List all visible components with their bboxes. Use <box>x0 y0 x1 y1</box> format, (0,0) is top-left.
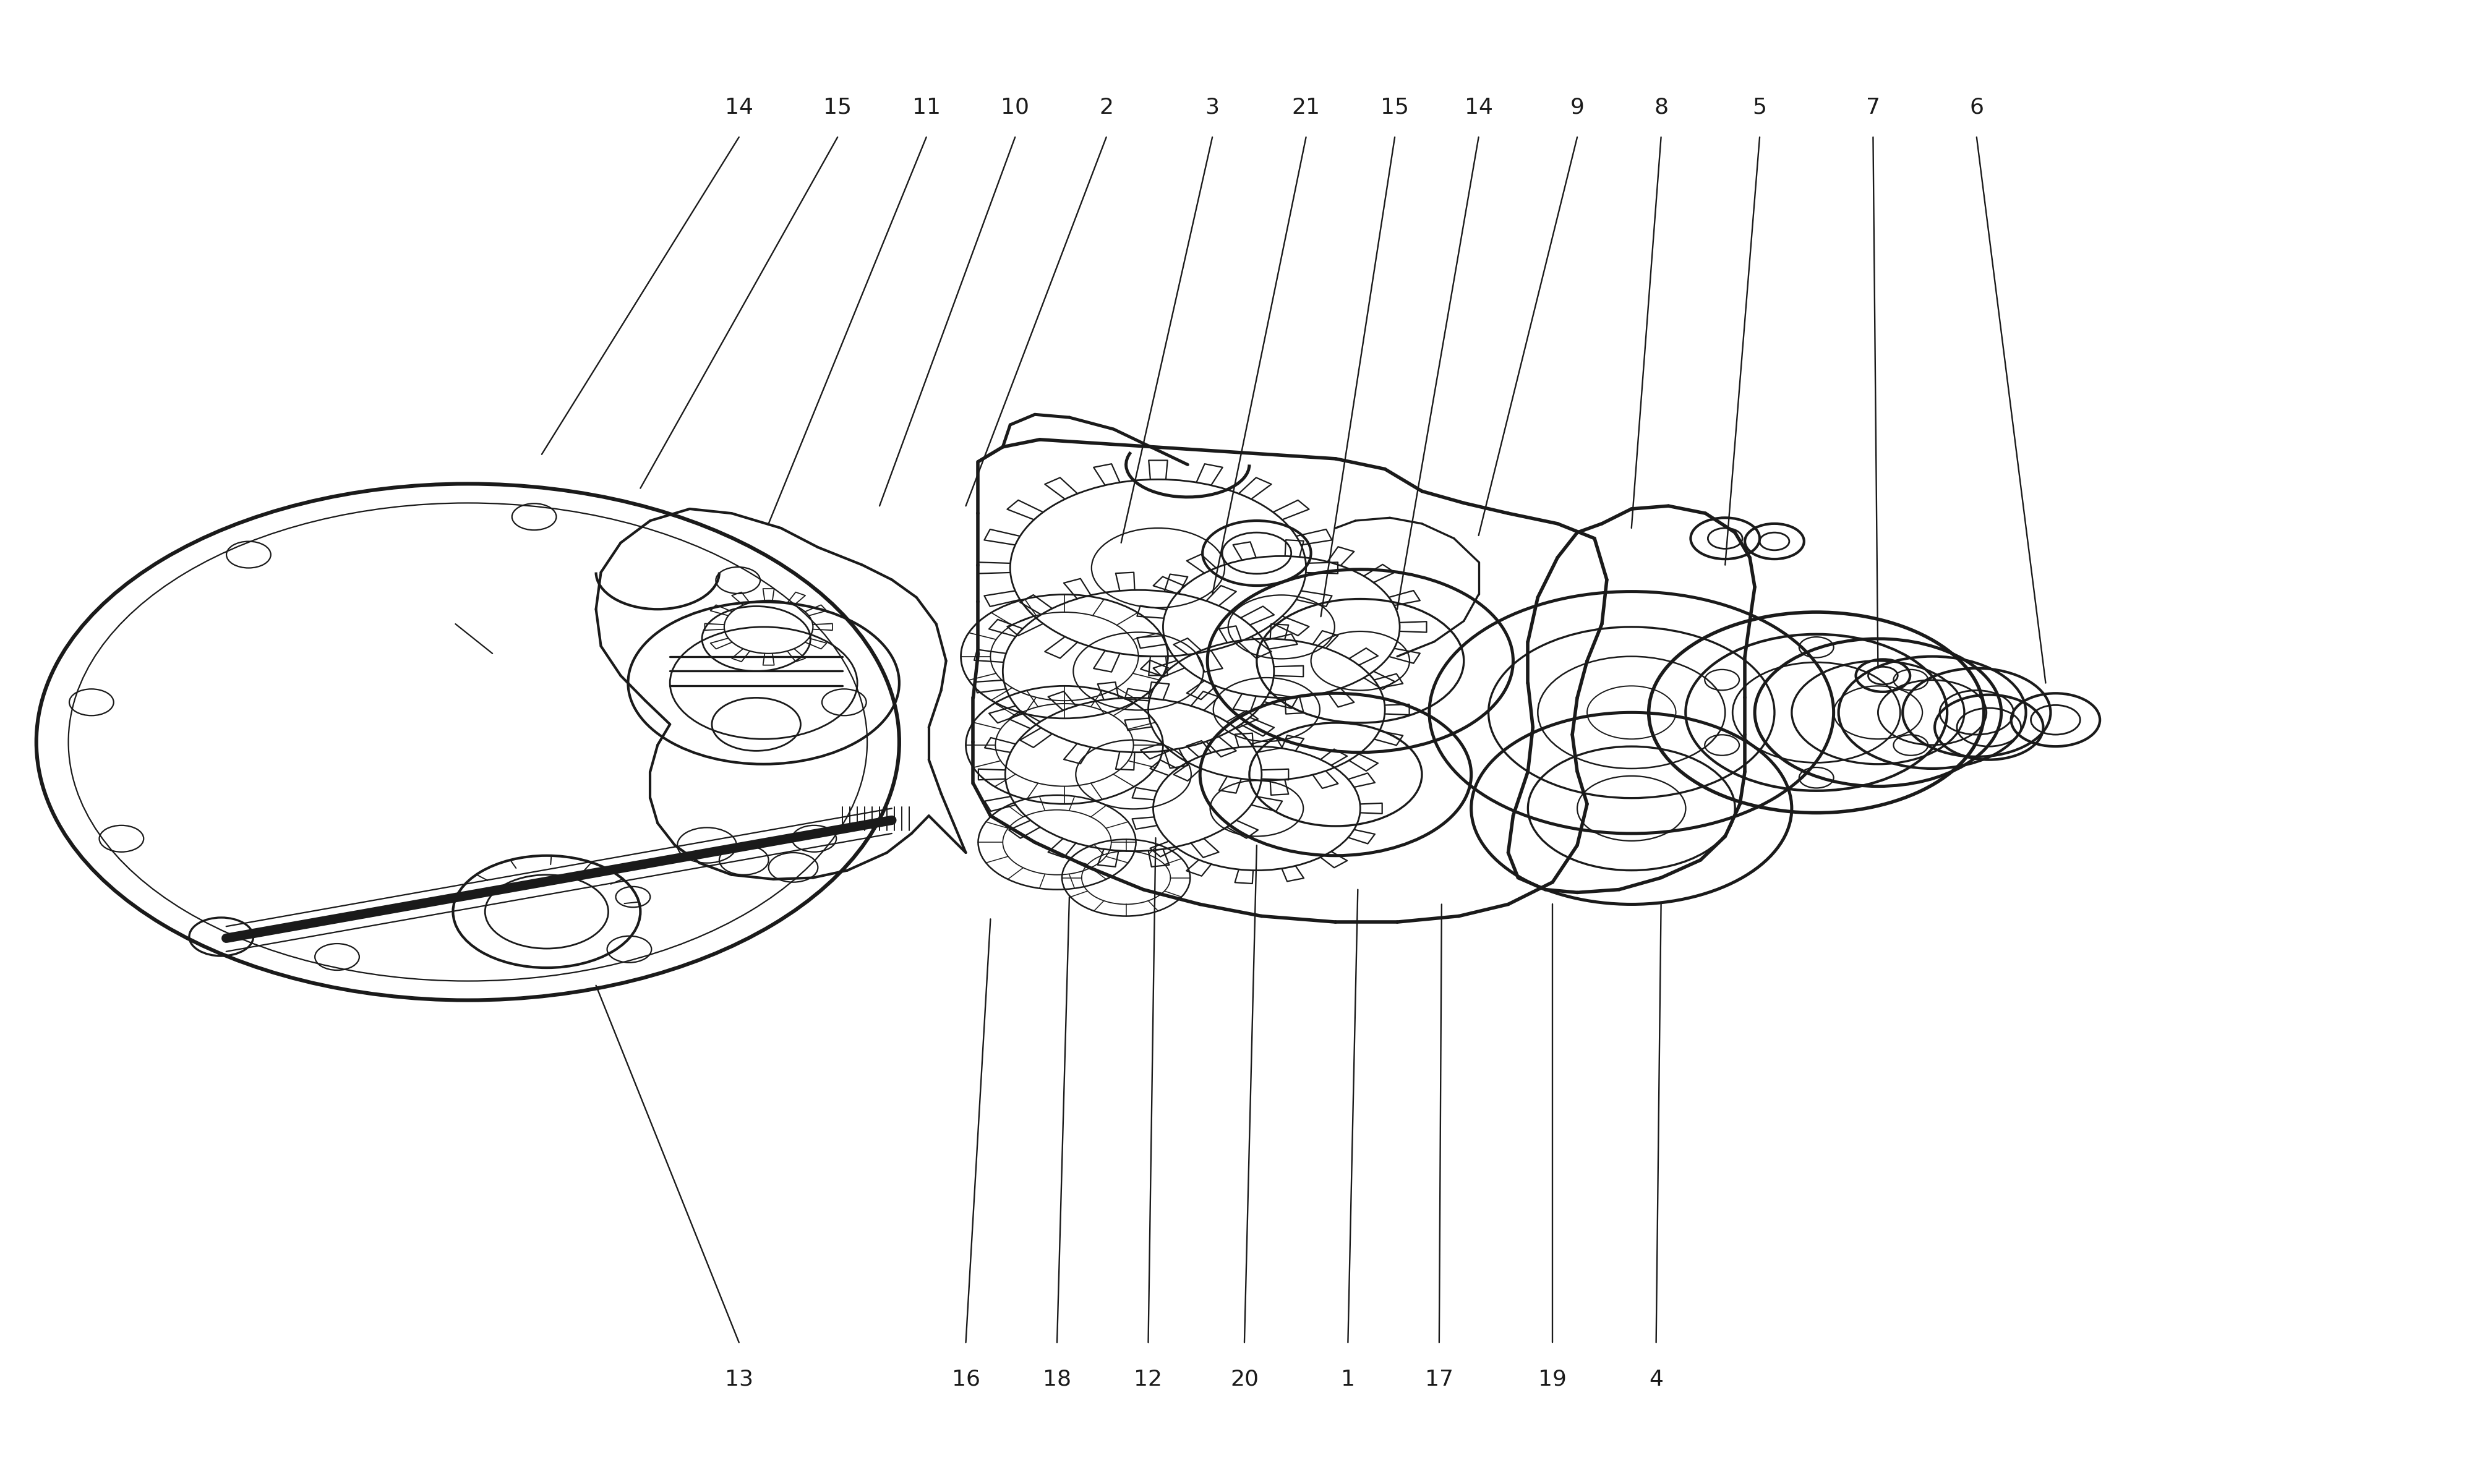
Text: 7: 7 <box>1865 96 1880 119</box>
Text: 5: 5 <box>1752 96 1766 119</box>
Text: 18: 18 <box>1042 1368 1071 1391</box>
Text: 15: 15 <box>824 96 851 119</box>
Text: 14: 14 <box>725 96 752 119</box>
Text: 12: 12 <box>1133 1368 1163 1391</box>
Text: 8: 8 <box>1655 96 1667 119</box>
Text: 20: 20 <box>1230 1368 1259 1391</box>
Text: 3: 3 <box>1205 96 1220 119</box>
Text: 19: 19 <box>1539 1368 1566 1391</box>
Text: 14: 14 <box>1465 96 1492 119</box>
Text: 11: 11 <box>913 96 940 119</box>
Text: 16: 16 <box>952 1368 980 1391</box>
Text: 9: 9 <box>1571 96 1583 119</box>
Text: 17: 17 <box>1425 1368 1452 1391</box>
Text: 15: 15 <box>1380 96 1410 119</box>
Text: 21: 21 <box>1291 96 1321 119</box>
Text: 4: 4 <box>1650 1368 1663 1391</box>
Text: 6: 6 <box>1969 96 1984 119</box>
Text: 13: 13 <box>725 1368 752 1391</box>
Text: 1: 1 <box>1341 1368 1356 1391</box>
Text: 2: 2 <box>1098 96 1113 119</box>
Text: 10: 10 <box>1002 96 1029 119</box>
